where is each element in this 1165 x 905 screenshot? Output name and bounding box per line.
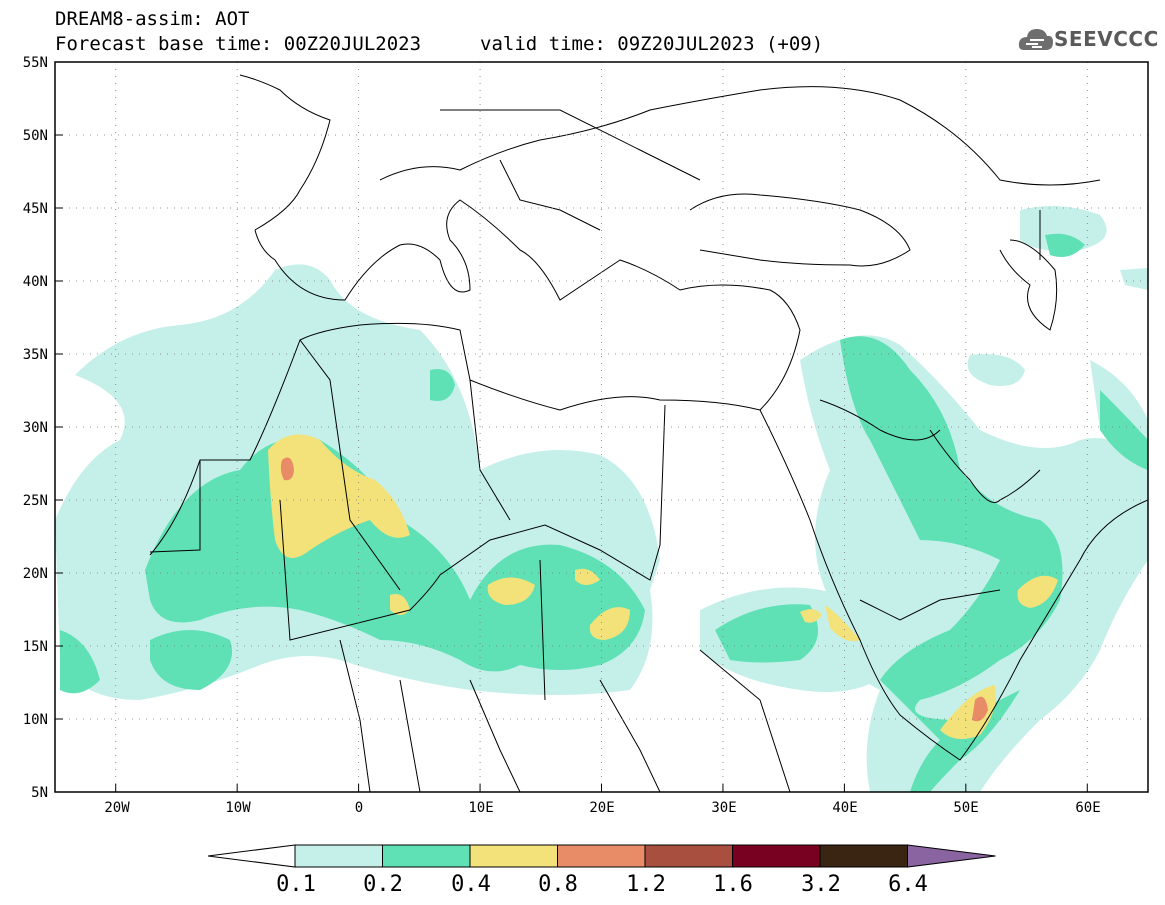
lon-label: 10W (225, 800, 251, 816)
lon-label: 10E (468, 800, 494, 816)
plot-title: DREAM8-assim: AOT (55, 8, 250, 30)
colorbar-label: 1.6 (713, 872, 753, 897)
lon-label: 30E (711, 800, 737, 816)
lon-label: 40E (832, 800, 858, 816)
lat-label: 20N (22, 566, 48, 582)
colorbar-swatch (819, 844, 908, 868)
lon-label: 20W (104, 800, 130, 816)
lat-label: 50N (22, 128, 48, 144)
colorbar-swatch (382, 844, 471, 868)
aot-field-peak (280, 457, 988, 722)
lat-label: 55N (22, 55, 48, 71)
cloud-icon (1018, 29, 1053, 50)
lon-label: 20E (589, 800, 615, 816)
lon-label: 60E (1075, 800, 1101, 816)
lat-label: 45N (22, 201, 48, 217)
colorbar-swatch (469, 844, 558, 868)
forecast-base-time: Forecast base time: 00Z20JUL2023 (55, 33, 422, 55)
colorbar-swatch (732, 844, 821, 868)
colorbar-label: 0.8 (538, 872, 578, 897)
logo-text: SEEVCCC (1054, 27, 1159, 51)
lat-label: 10N (22, 712, 48, 728)
colorbar-swatch (557, 844, 646, 868)
colorbar-overflow (907, 844, 996, 868)
colorbar-swatch (294, 844, 383, 868)
colorbar-label: 0.1 (276, 872, 316, 897)
lat-label: 15N (22, 639, 48, 655)
coastlines (149, 74, 1148, 792)
lat-label: 30N (22, 420, 48, 436)
lat-label: 40N (22, 274, 48, 290)
lat-label: 35N (22, 347, 48, 363)
colorbar-label: 0.4 (451, 872, 491, 897)
colorbar (207, 844, 996, 868)
colorbar-underflow (207, 844, 296, 868)
graticule (55, 62, 1148, 792)
lat-label: 25N (22, 493, 48, 509)
colorbar-swatch (644, 844, 733, 868)
valid-time: valid time: 09Z20JUL2023 (+09) (480, 33, 824, 55)
lon-label: 0 (354, 800, 364, 816)
lon-label: 50E (953, 800, 979, 816)
colorbar-label: 0.2 (363, 872, 403, 897)
lat-label: 5N (31, 785, 48, 801)
colorbar-label: 3.2 (801, 872, 841, 897)
colorbar-label: 6.4 (888, 872, 928, 897)
colorbar-label: 1.2 (626, 872, 666, 897)
